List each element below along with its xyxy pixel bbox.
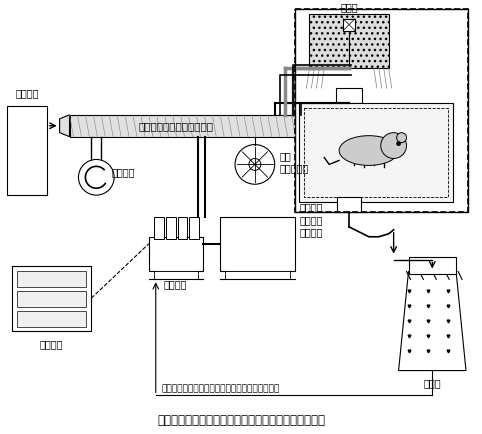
Bar [17,271,86,287]
Polygon shape [309,68,388,88]
Bar [149,237,203,271]
Bar [220,217,295,271]
Circle shape [252,238,264,250]
Circle shape [397,141,401,145]
Circle shape [397,133,406,143]
Text: エンジン: エンジン [164,279,187,289]
Circle shape [244,230,272,257]
Circle shape [63,315,70,323]
Text: エンジン冷却，潤滑油温調，燃料温調整用冷却水: エンジン冷却，潤滑油温調，燃料温調整用冷却水 [161,384,279,393]
Bar [299,103,453,202]
Bar [295,9,468,212]
Circle shape [63,295,70,303]
Text: ダイリューショントンネル: ダイリューショントンネル [138,121,213,131]
Bar [225,271,290,279]
Bar [12,266,91,331]
Circle shape [249,158,261,171]
Polygon shape [399,271,466,371]
Bar [177,217,187,239]
Bar [305,108,448,197]
Bar [336,88,362,103]
Circle shape [23,315,31,323]
Text: 粒子: 粒子 [280,151,292,161]
Ellipse shape [339,136,399,165]
Circle shape [224,230,252,257]
Bar [343,19,355,31]
Circle shape [381,133,406,158]
Text: サンプラー: サンプラー [280,163,309,173]
Polygon shape [60,115,69,137]
Bar [69,115,295,137]
Circle shape [43,315,51,323]
Bar [17,311,86,327]
Bar [7,106,47,195]
Text: 貯留槽: 貯留槽 [340,2,358,12]
Circle shape [23,295,31,303]
Text: 冷却塔: 冷却塔 [424,378,441,388]
Text: ブロアー: ブロアー [111,168,134,178]
Text: 図２　ディーゼルエンジン排気暴露実験装置の概略図: 図２ ディーゼルエンジン排気暴露実験装置の概略図 [157,414,325,427]
Bar [309,14,388,68]
Bar [154,217,164,239]
Circle shape [63,276,70,283]
Bar [295,9,468,212]
Bar [154,271,199,279]
Circle shape [264,230,292,257]
Circle shape [79,159,114,195]
Text: ダイナモ: ダイナモ [299,215,323,225]
Text: ＥＤＹＣ: ＥＤＹＣ [299,202,323,212]
Circle shape [235,145,275,184]
Circle shape [232,238,244,250]
Circle shape [23,276,31,283]
Text: メーター: メーター [299,227,323,237]
Text: 空冷装置: 空冷装置 [15,88,39,98]
Bar [166,217,175,239]
Bar [337,197,361,212]
Circle shape [43,276,51,283]
Bar [409,256,456,274]
Bar [189,217,200,239]
Circle shape [272,238,283,250]
Circle shape [43,295,51,303]
Bar [17,291,86,307]
Text: 制御装置: 制御装置 [40,339,64,349]
